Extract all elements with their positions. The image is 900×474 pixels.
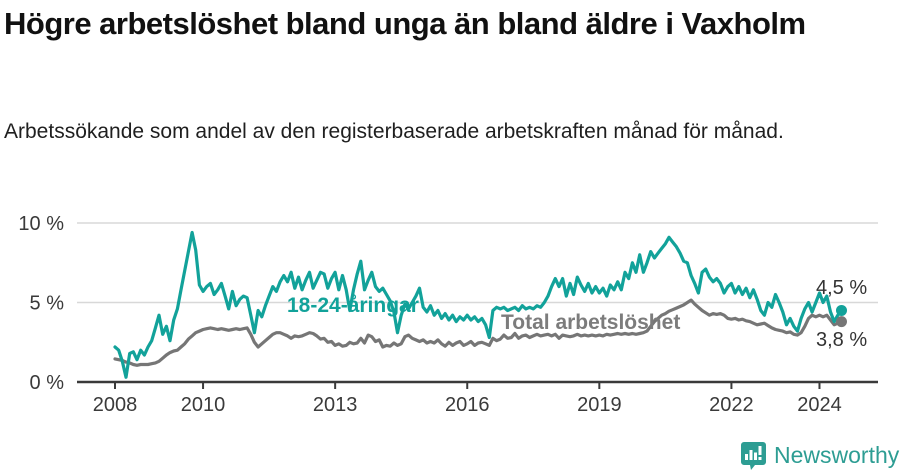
series-end-dot-18-24 (835, 304, 847, 316)
x-tick-label: 2013 (313, 394, 358, 416)
series-line-total (113, 298, 844, 367)
chart-subtitle: Arbetssökande som andel av den registerb… (4, 120, 784, 143)
y-tick-label: 0 % (30, 372, 65, 394)
series-label-total: Total arbetslöshet (501, 311, 681, 334)
x-tick-label: 2022 (709, 394, 754, 416)
newsworthy-logo-icon (741, 442, 766, 470)
x-tick-label: 2008 (93, 394, 138, 416)
x-tick-label: 2024 (797, 394, 842, 416)
x-tick-label: 2016 (445, 394, 490, 416)
series-label-18-24: 18-24-åringar (287, 294, 419, 317)
line-chart: 0 % 5 % 10 % 2008 2010 2013 2016 2019 2022 2024 (18, 213, 878, 416)
end-value-label-total: 3,8 % (816, 329, 868, 351)
series-end-dot-total (835, 316, 847, 328)
newsworthy-brand-link[interactable]: Newsworthy (740, 441, 899, 470)
page-title: Högre arbetslöshet bland unga än bland ä… (4, 6, 806, 41)
y-tick-label: 10 % (18, 213, 64, 235)
x-tick-label: 2019 (577, 394, 622, 416)
newsworthy-wordmark: Newsworthy (774, 442, 900, 468)
y-tick-label: 5 % (30, 293, 65, 315)
x-tick-label: 2010 (181, 394, 226, 416)
end-value-label-18-24: 4,5 % (816, 277, 868, 299)
series-line-18-24 (113, 230, 844, 379)
